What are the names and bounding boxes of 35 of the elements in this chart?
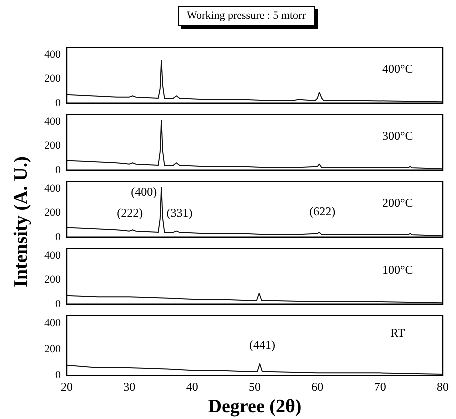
annotation: RT <box>390 326 406 340</box>
y-axis-title: Intensity (A. U.) <box>11 156 33 288</box>
y-tick-label: 0 <box>56 231 62 244</box>
annotation: (222) <box>117 206 144 220</box>
y-tick-label: 0 <box>56 370 62 382</box>
y-tick-label: 200 <box>44 140 62 152</box>
y-tick-label: 200 <box>44 344 62 356</box>
annotation: 200°C <box>382 196 414 210</box>
x-tick-label: 70 <box>374 380 386 394</box>
y-tick-label: 400 <box>44 116 62 128</box>
x-tick-label: 30 <box>124 380 136 394</box>
y-tick-label: 0 <box>56 97 62 110</box>
y-tick-label: 200 <box>44 207 62 220</box>
chart-title: Working pressure : 5 mtorr <box>178 6 315 26</box>
x-tick-label: 80 <box>437 380 449 394</box>
y-tick-label: 400 <box>44 250 62 262</box>
annotation: (622) <box>310 204 336 218</box>
y-tick-label: 400 <box>44 182 62 195</box>
annotation: 400°C <box>382 62 414 76</box>
x-axis-title: Degree (2θ) <box>208 396 302 418</box>
y-tick-label: 200 <box>44 73 62 86</box>
annotation: (441) <box>250 338 276 352</box>
y-tick-label: 0 <box>56 164 62 176</box>
y-tick-label: 400 <box>44 317 62 330</box>
annotation: (400) <box>131 184 158 199</box>
annotation: 300°C <box>382 129 414 144</box>
x-tick-label: 60 <box>312 380 324 394</box>
x-tick-label: 40 <box>186 380 198 394</box>
y-tick-label: 200 <box>44 274 62 286</box>
y-tick-label: 0 <box>56 298 62 310</box>
y-tick-label: 400 <box>44 48 62 61</box>
x-tick-label: 20 <box>61 380 73 394</box>
x-tick-label: 50 <box>249 380 261 394</box>
annotation: (331) <box>166 206 193 220</box>
annotation: 100°C <box>382 263 414 278</box>
